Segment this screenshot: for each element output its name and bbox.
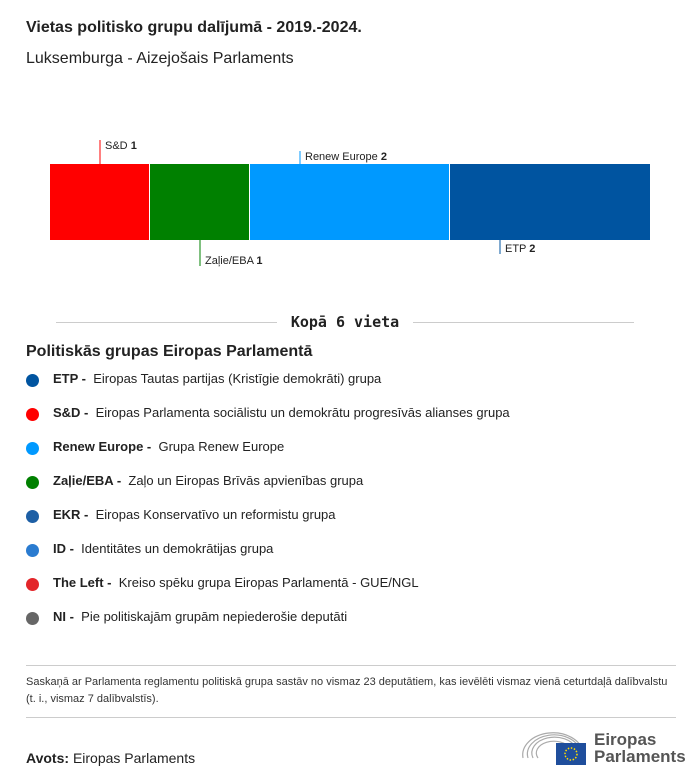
bar-segment-3: [450, 164, 650, 240]
legend-name: Zaļo un Eiropas Brīvās apvienības grupa: [124, 473, 364, 488]
chart-subtitle: Luksemburga - Aizejošais Parlaments: [26, 50, 294, 67]
legend-item: Zaļie/EBA - Zaļo un Eiropas Brīvās apvie…: [26, 473, 510, 507]
bar-segment-1: [150, 164, 249, 240]
legend-name: Pie politiskajām grupām nepiederošie dep…: [77, 609, 348, 624]
data-label-2: Renew Europe 2: [305, 151, 387, 163]
legend-item: S&D - Eiropas Parlamenta sociālistu un d…: [26, 405, 510, 439]
legend-abbr: Zaļie/EBA -: [53, 473, 125, 488]
legend-title: Politiskās grupas Eiropas Parlamentā: [26, 343, 313, 360]
source: Avots: Eiropas Parlaments: [26, 750, 195, 766]
data-label-0: S&D 1: [105, 140, 137, 152]
divider: [26, 717, 676, 718]
legend-abbr: ETP -: [53, 371, 90, 386]
legend-dot-icon: [26, 578, 39, 591]
legend: ETP - Eiropas Tautas partijas (Kristīgie…: [26, 371, 510, 643]
logo-text: Eiropas Parlaments: [594, 730, 686, 766]
legend-name: Eiropas Konservatīvo un reformistu grupa: [92, 507, 336, 522]
bar-segment-0: [50, 164, 149, 240]
legend-abbr: The Left -: [53, 575, 116, 590]
legend-dot-icon: [26, 510, 39, 523]
legend-dot-icon: [26, 612, 39, 625]
source-label: Avots:: [26, 750, 70, 766]
footnote: Saskaņā ar Parlamenta reglamentu politis…: [26, 676, 668, 705]
legend-item: NI - Pie politiskajām grupām nepiederoši…: [26, 609, 510, 643]
legend-item: ETP - Eiropas Tautas partijas (Kristīgie…: [26, 371, 510, 405]
legend-item: The Left - Kreiso spēku grupa Eiropas Pa…: [26, 575, 510, 609]
legend-item: ID - Identitātes un demokrātijas grupa: [26, 541, 510, 575]
legend-abbr: ID -: [53, 541, 78, 556]
total-seats: Kopā 6 vieta: [56, 312, 634, 332]
legend-name: Eiropas Tautas partijas (Kristīgie demok…: [89, 371, 382, 386]
divider: [26, 665, 676, 666]
legend-name: Kreiso spēku grupa Eiropas Parlamentā - …: [115, 575, 419, 590]
legend-item: Renew Europe - Grupa Renew Europe: [26, 439, 510, 473]
source-value: Eiropas Parlaments: [72, 750, 196, 766]
parliament-hemicycle-icon: [522, 732, 586, 765]
legend-name: Grupa Renew Europe: [154, 439, 285, 454]
legend-abbr: Renew Europe -: [53, 439, 155, 454]
legend-name: Eiropas Parlamenta sociālistu un demokrā…: [92, 405, 510, 420]
total-label: Kopā 6 vieta: [276, 313, 414, 331]
chart-title: Vietas politisko grupu dalījumā - 2019.-…: [26, 19, 362, 36]
ep-logo: Eiropas Parlaments: [520, 730, 686, 766]
seat-bar-chart: S&D 1 Zaļie/EBA 1 Renew Europe 2 ETP 2: [50, 140, 650, 267]
bar-segment-2: [250, 164, 449, 240]
legend-dot-icon: [26, 442, 39, 455]
legend-abbr: S&D -: [53, 405, 92, 420]
legend-dot-icon: [26, 544, 39, 557]
legend-abbr: EKR -: [53, 507, 92, 522]
data-label-1: Zaļie/EBA 1: [205, 255, 262, 267]
legend-dot-icon: [26, 374, 39, 387]
legend-name: Identitātes un demokrātijas grupa: [77, 541, 274, 556]
eu-flag-icon: [556, 743, 586, 765]
data-label-3: ETP 2: [505, 243, 535, 255]
legend-item: EKR - Eiropas Konservatīvo un reformistu…: [26, 507, 510, 541]
legend-abbr: NI -: [53, 609, 78, 624]
legend-dot-icon: [26, 408, 39, 421]
legend-dot-icon: [26, 476, 39, 489]
